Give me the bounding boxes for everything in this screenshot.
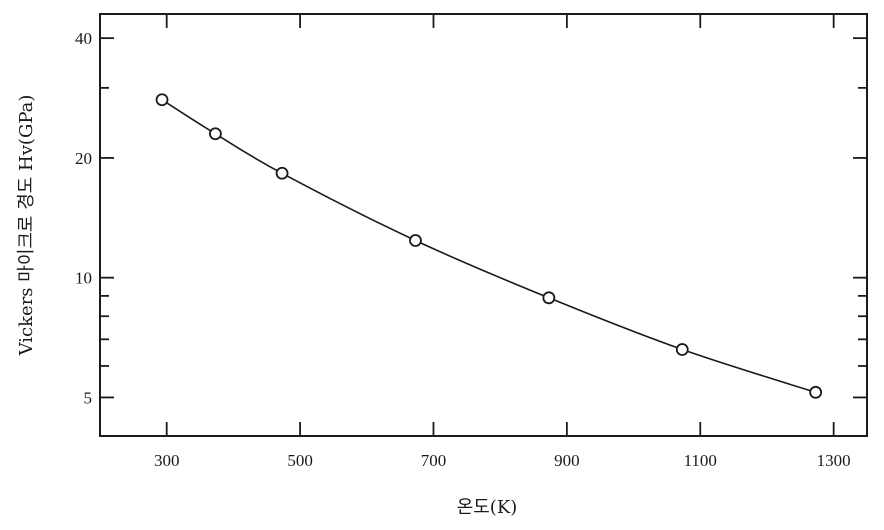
x-tick-label: 1300 — [817, 451, 851, 470]
y-tick-label: 20 — [75, 149, 92, 168]
x-tick-label: 900 — [554, 451, 580, 470]
y-tick-label: 5 — [84, 388, 93, 407]
x-tick-label: 700 — [421, 451, 447, 470]
axis-ticks — [100, 14, 867, 437]
y-tick-label: 10 — [75, 269, 92, 288]
data-point — [155, 93, 169, 107]
data-point — [409, 234, 422, 247]
x-tick-label: 500 — [287, 451, 313, 470]
data-point — [208, 127, 222, 141]
data-point — [675, 343, 689, 356]
data-point — [809, 385, 823, 399]
plot-frame — [99, 13, 868, 437]
tick-labels: 300 500 700 900 1100 1300 5 10 20 40 — [75, 29, 851, 470]
y-tick-label: 40 — [75, 29, 92, 48]
data-point — [275, 166, 289, 180]
x-tick-label: 1100 — [684, 451, 717, 470]
y-axis-title: Vickers 마이크로 경도 Hv(GPa) — [16, 95, 37, 357]
x-axis-title: 온도(K) — [457, 497, 518, 518]
data-point — [542, 291, 556, 305]
data-points — [155, 93, 823, 399]
fit-line — [161, 99, 816, 394]
x-tick-label: 300 — [154, 451, 180, 470]
